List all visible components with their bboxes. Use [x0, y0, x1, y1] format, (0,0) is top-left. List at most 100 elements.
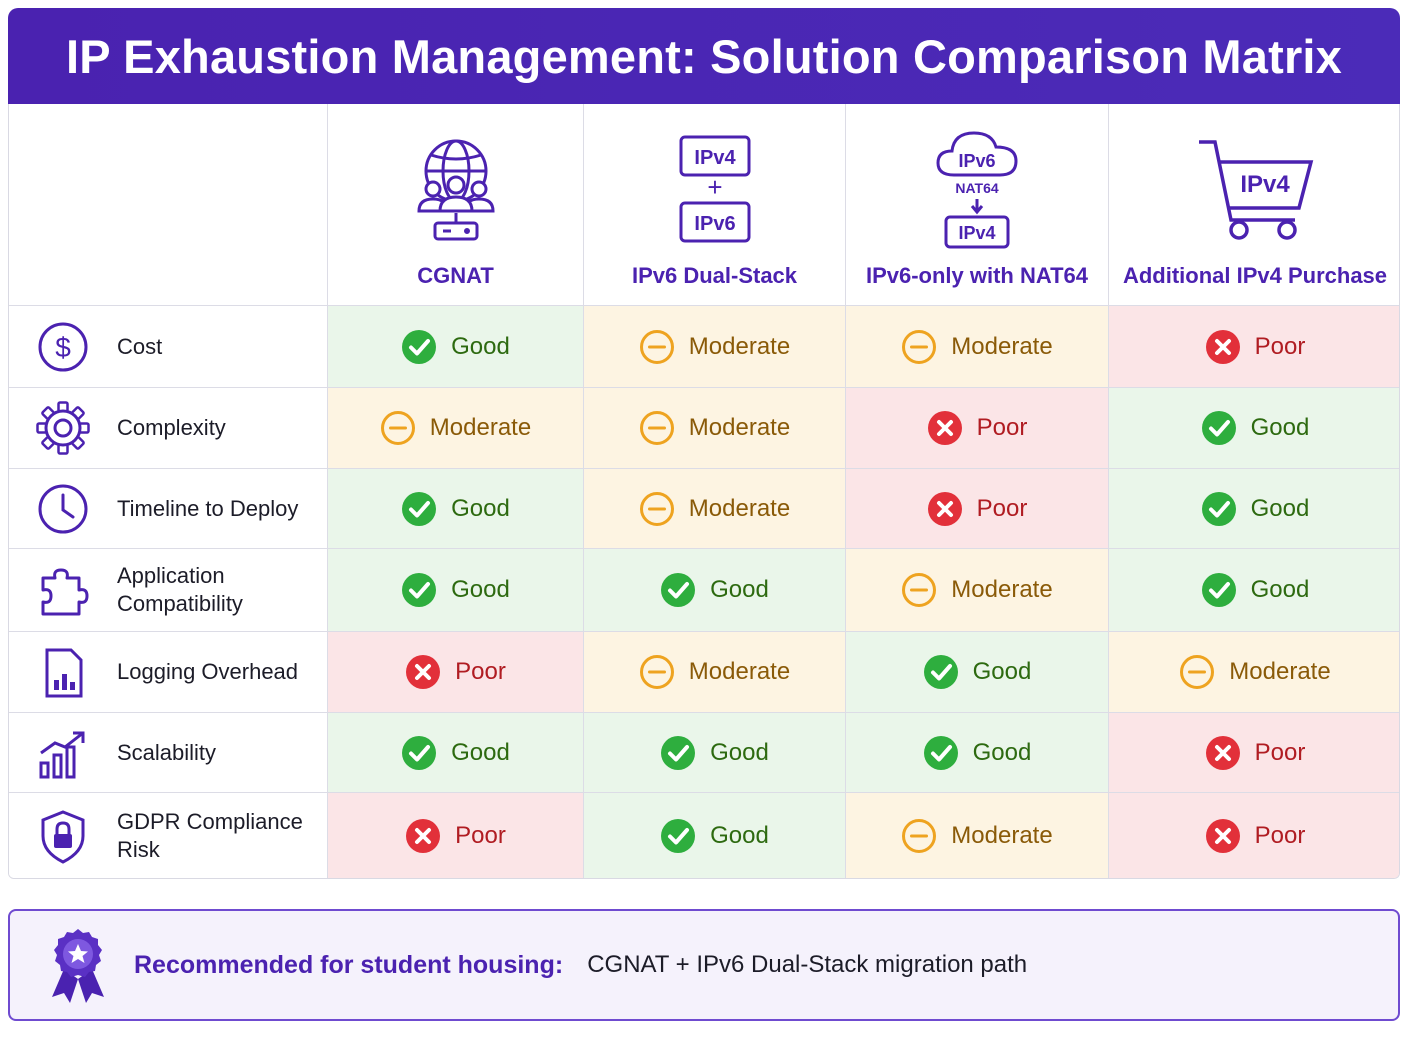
criterion-label: Cost	[117, 333, 163, 359]
x-circle-icon	[1205, 329, 1240, 364]
minus-circle-icon	[639, 491, 674, 526]
rating-label: Moderate	[429, 414, 532, 441]
check-circle-icon	[923, 655, 958, 689]
rating-cell: Poor	[1109, 306, 1399, 388]
x-circle-icon	[927, 411, 962, 445]
rating-cell: Good	[584, 793, 846, 878]
check-circle-icon	[402, 735, 437, 770]
criterion-label: Application Compatibility	[117, 563, 243, 616]
matrix-grid: CGNAT IPv4 + IPv6 IPv6 Dual-Stack IPv6 NAT64 IP…	[9, 104, 1399, 878]
rating-label: Moderate	[688, 494, 791, 522]
gear-icon	[35, 400, 91, 456]
rating-cell: Poor	[1109, 713, 1399, 793]
criterion-cell: GDPR Compliance Risk	[9, 793, 328, 878]
rating-label: Good	[451, 738, 510, 766]
log-document-icon	[45, 648, 83, 698]
check-circle-icon	[661, 818, 696, 853]
minus-circle-icon	[1180, 655, 1215, 689]
rating-label: Good	[451, 494, 510, 522]
check-circle-icon	[402, 329, 437, 364]
svg-text:$: $	[55, 332, 71, 363]
rating-cell: Good	[328, 469, 584, 549]
check-circle-icon	[923, 735, 958, 770]
rating-label: Good	[1250, 576, 1310, 603]
check-circle-icon	[1201, 411, 1236, 445]
rating-label: Moderate	[688, 414, 791, 441]
x-circle-icon	[1205, 818, 1240, 853]
puzzle-icon	[35, 562, 91, 618]
check-circle-icon	[402, 491, 437, 526]
rating-cell: Good	[328, 713, 584, 793]
svg-text:IPv4: IPv4	[694, 147, 736, 169]
globe-users-router-icon	[416, 139, 495, 241]
rating-cell: Moderate	[846, 306, 1109, 388]
rating-label: Poor	[455, 821, 506, 849]
rating-label: Poor	[976, 494, 1028, 522]
check-circle-icon	[402, 573, 437, 607]
shield-lock-icon	[35, 808, 91, 864]
svg-text:IPv6: IPv6	[958, 151, 995, 171]
minus-circle-icon	[639, 655, 674, 689]
shopping-cart-ipv4-icon: IPv4	[1180, 129, 1330, 249]
rating-cell: Moderate	[584, 306, 846, 388]
rating-label: Good	[451, 576, 510, 603]
svg-text:IPv4: IPv4	[958, 223, 995, 243]
gear-icon	[36, 401, 90, 455]
minus-circle-icon	[639, 329, 674, 364]
criterion-label: GDPR Compliance Risk	[117, 808, 303, 862]
minus-circle-icon	[902, 818, 937, 853]
rating-cell: Good	[1109, 549, 1399, 632]
rating-label: Good	[710, 821, 769, 849]
puzzle-icon	[41, 568, 89, 616]
globe-users-router-icon	[381, 129, 531, 249]
rating-label: Moderate	[688, 332, 791, 360]
rating-label: Poor	[455, 658, 506, 685]
minus-circle-icon	[639, 411, 674, 445]
x-circle-icon	[406, 818, 441, 853]
column-label: IPv6 Dual-Stack	[631, 263, 798, 288]
criterion-label: Timeline to Deploy	[117, 495, 299, 521]
rating-cell: Good	[1109, 469, 1399, 549]
rating-cell: Moderate	[584, 632, 846, 713]
dollar-icon: $	[38, 322, 88, 371]
rating-cell: Poor	[846, 388, 1109, 469]
title-banner: IP Exhaustion Management: Solution Compa…	[8, 8, 1400, 104]
log-document-icon	[35, 644, 91, 700]
rating-label: Good	[710, 738, 769, 766]
recommendation-label: Recommended for student housing:	[134, 950, 564, 979]
svg-text:+: +	[707, 172, 722, 202]
rating-label: Moderate	[951, 821, 1053, 849]
rating-cell: Poor	[328, 793, 584, 878]
criterion-cell: Application Compatibility	[9, 549, 328, 632]
rating-cell: Moderate	[1109, 632, 1399, 713]
minus-circle-icon	[902, 329, 937, 364]
rating-cell: Poor	[1109, 793, 1399, 878]
criterion-label: Scalability	[117, 739, 217, 765]
clock-icon	[35, 481, 91, 537]
growth-chart-icon	[35, 725, 91, 781]
rating-cell: Poor	[846, 469, 1109, 549]
rating-cell: Moderate	[584, 469, 846, 549]
cloud-nat64-icon: IPv6 NAT64 IPv4	[936, 131, 1018, 249]
check-circle-icon	[1201, 573, 1236, 607]
rating-label: Poor	[976, 414, 1028, 441]
rating-label: Moderate	[688, 658, 791, 685]
criterion-cell: Timeline to Deploy	[9, 469, 328, 549]
shopping-cart-ipv4-icon: IPv4	[1199, 140, 1314, 240]
award-ribbon-icon	[52, 929, 104, 1003]
recommendation-panel: Recommended for student housing: CGNAT +…	[8, 909, 1400, 1021]
criterion-label: Logging Overhead	[117, 659, 299, 684]
svg-text:IPv6: IPv6	[694, 213, 735, 235]
x-circle-icon	[406, 655, 441, 689]
criterion-cell: $ Cost	[9, 306, 328, 388]
rating-label: Poor	[1254, 738, 1306, 766]
column-label: Additional IPv4 Purchase	[1122, 263, 1388, 288]
corner-cell	[9, 104, 328, 306]
rating-cell: Good	[584, 713, 846, 793]
rating-cell: Good	[1109, 388, 1399, 469]
cloud-nat64-icon: IPv6 NAT64 IPv4	[902, 129, 1052, 249]
criterion-cell: Complexity	[9, 388, 328, 469]
ipv4-plus-ipv6-icon: IPv4 + IPv6	[679, 135, 750, 243]
column-label: IPv6-only with NAT64	[865, 263, 1089, 288]
column-header: IPv4 + IPv6 IPv6 Dual-Stack	[584, 104, 846, 306]
